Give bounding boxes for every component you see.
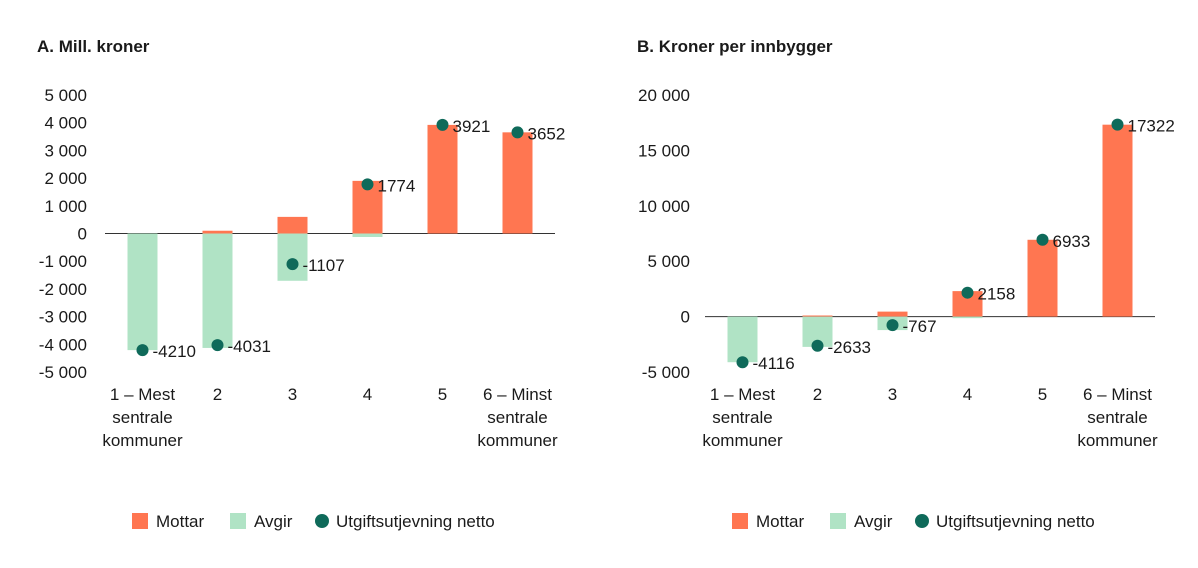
chart-b-category-label: 2 (813, 385, 822, 404)
chart-a-category-label: 6 – Minst (483, 385, 552, 404)
chart-b-category-label: sentrale (712, 408, 772, 427)
chart-a-netto-point (436, 118, 449, 131)
chart-b: B. Kroner per innbygger 20 000 15 000 10 00… (637, 37, 1175, 531)
chart-a-data-label: 1774 (378, 176, 416, 195)
chart-b-category-label: sentrale (1087, 408, 1147, 427)
legend-avgir-swatch (830, 513, 846, 529)
chart-b-ytick-label: -5 000 (642, 363, 690, 382)
chart-b-data-label: 17322 (1128, 117, 1175, 136)
chart-b-data-label: 2158 (978, 285, 1016, 304)
legend-netto-label: Utgiftsutjevning netto (936, 512, 1095, 531)
chart-a-netto-point (286, 258, 299, 271)
chart-b-category-label: 5 (1038, 385, 1047, 404)
chart-a-avgir-bar (352, 233, 383, 237)
chart-a-ytick-label: -3 000 (39, 308, 87, 327)
chart-b-mottar-bar (1027, 239, 1058, 317)
chart-a-ytick-label: 0 (78, 225, 87, 244)
chart-a-ytick-label: 1 000 (44, 197, 87, 216)
chart-a-mottar-bar (202, 230, 233, 234)
legend-avgir-label: Avgir (254, 512, 293, 531)
chart-b-legend: Mottar Avgir Utgiftsutjevning netto (732, 512, 1095, 531)
chart-b-ytick-label: 5 000 (647, 252, 690, 271)
chart-a-avgir-bar (277, 233, 308, 281)
chart-b-category-label: kommuner (1077, 431, 1158, 450)
chart-b-category-label: 3 (888, 385, 897, 404)
chart-b-ytick-label: 15 000 (638, 141, 690, 160)
chart-b-category-label: 1 – Mest (710, 385, 775, 404)
chart-b-netto-point (736, 356, 749, 369)
chart-a-category-label: 3 (288, 385, 297, 404)
chart-b-ytick-label: 20 000 (638, 86, 690, 105)
chart-a-ytick-label: -4 000 (39, 335, 87, 354)
chart-a-ytick-label: 4 000 (44, 114, 87, 133)
chart-b-ytick-label: 10 000 (638, 197, 690, 216)
chart-a-netto-point (361, 178, 374, 191)
chart-a-mottar-bar (502, 132, 533, 234)
chart-b-netto-point (811, 339, 824, 352)
legend-avgir-swatch (230, 513, 246, 529)
chart-a-avgir-bar (202, 233, 233, 348)
chart-b-data-label: -4116 (753, 354, 795, 373)
chart-a-ytick-label: 2 000 (44, 169, 87, 188)
chart-a-data-label: -1107 (303, 256, 345, 275)
chart-b-data-label: -767 (903, 317, 937, 336)
chart-a-ytick-label: -1 000 (39, 252, 87, 271)
chart-a-avgir-bar (127, 233, 158, 351)
chart-a-ytick-label: 5 000 (44, 86, 87, 105)
chart-a-data-label: -4031 (228, 337, 271, 356)
chart-a-category-label: 4 (363, 385, 372, 404)
chart-b-mottar-bar (1102, 124, 1133, 317)
chart-a-ytick-label: -5 000 (39, 363, 87, 382)
chart-b-title: B. Kroner per innbygger (637, 37, 833, 56)
chart-a-category-label: sentrale (487, 408, 547, 427)
chart-b-mottar-bar (877, 311, 908, 317)
chart-a-netto-point (136, 344, 149, 357)
chart-b-netto-point (1111, 118, 1124, 131)
chart-a-mottar-bar (427, 124, 458, 234)
chart-b-data-label: 6933 (1053, 232, 1091, 251)
chart-a: A. Mill. kroner 5 000 4 000 3 000 2 000 1 000… (37, 37, 565, 531)
chart-a-ytick-label: -2 000 (39, 280, 87, 299)
chart-b-netto-point (961, 286, 974, 299)
chart-a-data-label: 3921 (453, 117, 491, 136)
legend-mottar-swatch (132, 513, 148, 529)
chart-a-netto-point (511, 126, 524, 139)
chart-b-category-label: kommuner (702, 431, 783, 450)
legend-mottar-label: Mottar (756, 512, 805, 531)
chart-b-netto-point (886, 319, 899, 332)
chart-a-category-label: kommuner (477, 431, 558, 450)
legend-netto-label: Utgiftsutjevning netto (336, 512, 495, 531)
chart-a-category-label: sentrale (112, 408, 172, 427)
chart-a-title: A. Mill. kroner (37, 37, 150, 56)
chart-b-category-label: 4 (963, 385, 972, 404)
chart-a-category-label: 1 – Mest (110, 385, 175, 404)
chart-a-category-label: 2 (213, 385, 222, 404)
chart-b-category-label: 6 – Minst (1083, 385, 1152, 404)
legend-netto-swatch (915, 514, 929, 528)
chart-a-data-label: -4210 (153, 342, 196, 361)
chart-a-data-label: 3652 (528, 124, 566, 143)
legend-mottar-label: Mottar (156, 512, 205, 531)
legend-avgir-label: Avgir (854, 512, 893, 531)
chart-a-mottar-bar (277, 216, 308, 234)
chart-b-avgir-bar (952, 316, 983, 319)
chart-b-mottar-bar (802, 315, 833, 317)
chart-a-netto-point (211, 339, 224, 352)
legend-netto-swatch (315, 514, 329, 528)
chart-b-avgir-bar (727, 316, 758, 363)
chart-b-ytick-label: 0 (681, 308, 690, 327)
chart-b-netto-point (1036, 233, 1049, 246)
legend-mottar-swatch (732, 513, 748, 529)
chart-a-category-label: kommuner (102, 431, 183, 450)
chart-a-legend: Mottar Avgir Utgiftsutjevning netto (132, 512, 495, 531)
chart-a-ytick-label: 3 000 (44, 141, 87, 160)
chart-a-category-label: 5 (438, 385, 447, 404)
chart-b-data-label: -2633 (828, 338, 871, 357)
